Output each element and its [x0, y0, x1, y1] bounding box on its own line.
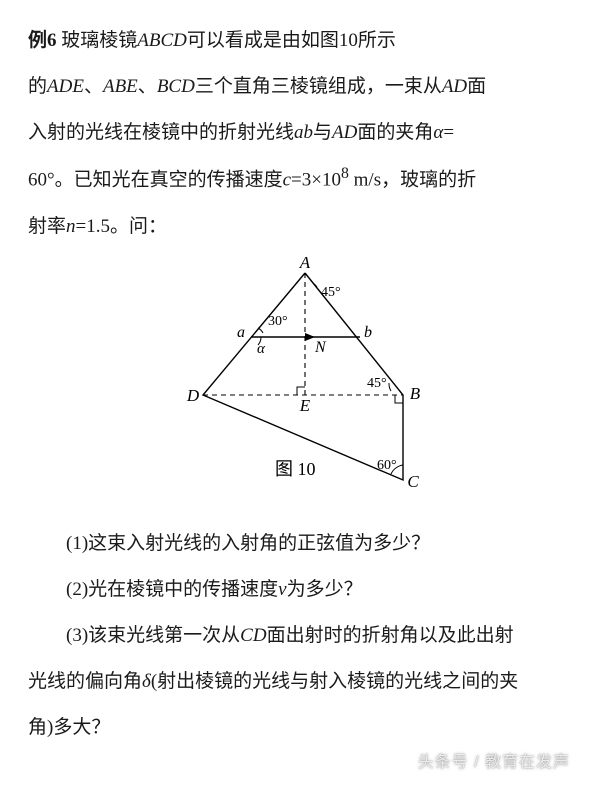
stem-line-2: 入射的光线在棱镜中的折射光线ab与AD面的夹角α= — [28, 112, 572, 154]
angle-45-B: 45° — [367, 376, 387, 391]
watermark: 头条号 / 教育在发声 — [418, 748, 570, 772]
problem-stem: 例6 玻璃棱镜ABCD可以看成是由如图10所示 — [28, 20, 572, 62]
question-1: (1)这束入射光线的入射角的正弦值为多少？ — [28, 523, 572, 565]
arc-30 — [258, 328, 263, 333]
label-E: E — [299, 396, 311, 415]
stem-line-4: 射率n=1.5。问： — [28, 206, 572, 248]
label-C: C — [407, 472, 419, 491]
figure-caption: 图 10 — [275, 459, 316, 479]
stem-line-0: 玻璃棱镜ABCD可以看成是由如图10所示 — [61, 30, 396, 51]
angle-alpha: α — [257, 341, 266, 357]
label-a: a — [237, 324, 245, 341]
label-N: N — [314, 339, 327, 356]
figure-10: A D B C E a b N 45° 30° α 45° 60° 图 10 — [28, 255, 572, 505]
question-3b: 光线的偏向角δ(射出棱镜的光线与射入棱镜的光线之间的夹 — [28, 661, 572, 703]
angle-45-apex: 45° — [321, 285, 341, 300]
problem-label: 例6 — [28, 30, 57, 51]
question-3a: (3)该束光线第一次从CD面出射时的折射角以及此出射 — [28, 615, 572, 657]
stem-line-3: 60°。已知光在真空的传播速度c=3×108 m/s，玻璃的折 — [28, 157, 572, 201]
stem-line-1: 的ADE、ABE、BCD三个直角三棱镜组成，一束从AD面 — [28, 66, 572, 108]
question-3c: 角)多大？ — [28, 707, 572, 749]
angle-30: 30° — [268, 314, 288, 329]
label-B: B — [410, 384, 421, 403]
right-angle-E — [297, 387, 305, 395]
right-angle-B — [395, 395, 403, 403]
label-A: A — [299, 255, 311, 272]
ray-arrow — [305, 333, 315, 341]
angle-60-C: 60° — [377, 458, 397, 473]
question-list: (1)这束入射光线的入射角的正弦值为多少？ (2)光在棱镜中的传播速度v为多少？… — [28, 523, 572, 748]
label-D: D — [186, 386, 200, 405]
label-b: b — [364, 324, 372, 341]
question-2: (2)光在棱镜中的传播速度v为多少？ — [28, 569, 572, 611]
arc-45-B — [389, 383, 391, 391]
prism-svg: A D B C E a b N 45° 30° α 45° 60° 图 10 — [155, 255, 445, 505]
